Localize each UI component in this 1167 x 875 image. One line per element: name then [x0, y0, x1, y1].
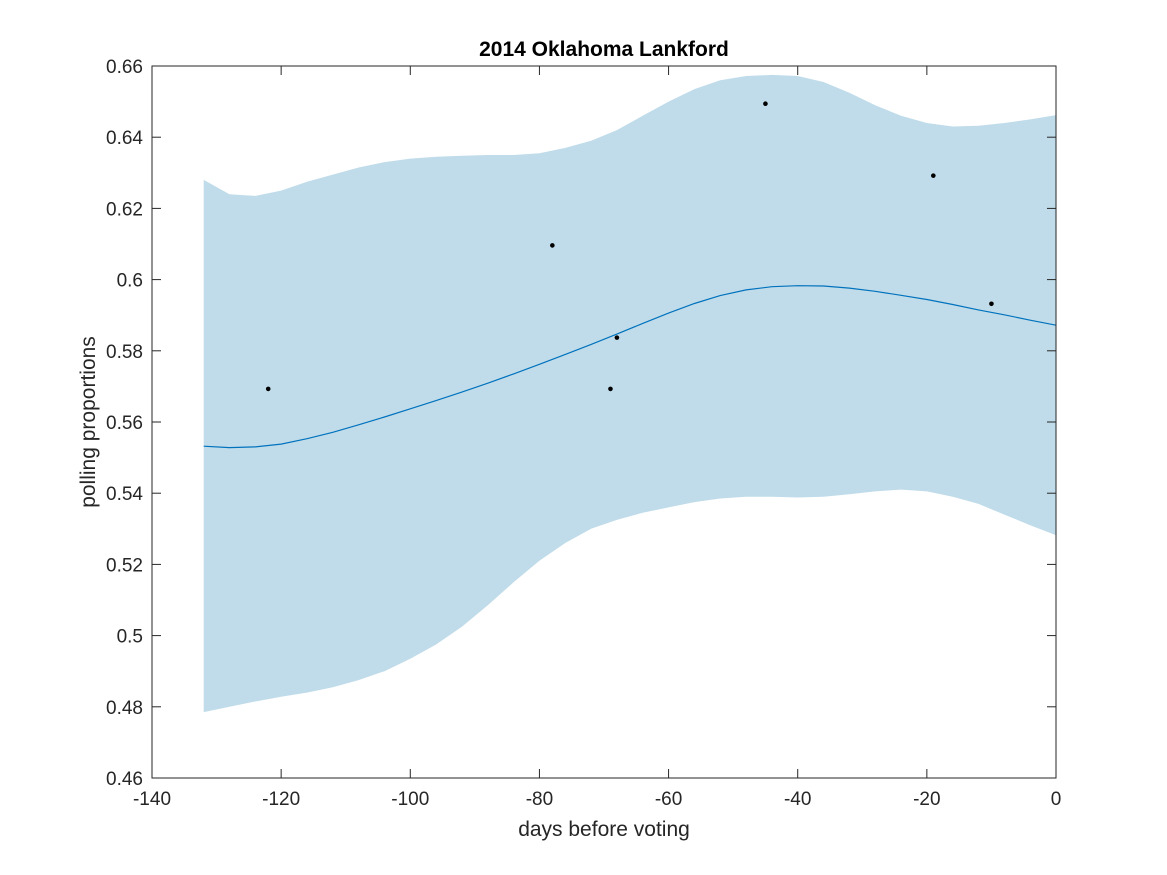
fit-line: [203, 285, 1057, 449]
x-tick-label: -20: [913, 789, 940, 810]
x-tick-label: -100: [391, 789, 429, 810]
x-tick-label: -140: [133, 789, 171, 810]
data-point: [608, 386, 613, 392]
y-tick-label: 0.54: [106, 484, 143, 505]
x-tick-label: -120: [262, 789, 300, 810]
y-tick-label: 0.64: [106, 128, 143, 149]
x-tick-label: 0: [1051, 789, 1062, 810]
data-point: [989, 301, 994, 307]
x-tick-label: -60: [655, 789, 682, 810]
y-tick-label: 0.52: [106, 555, 143, 576]
confidence-band: [203, 74, 1056, 713]
y-tick-label: 0.62: [106, 199, 143, 220]
x-axis-label: days before voting: [518, 818, 690, 841]
data-point: [265, 386, 271, 392]
data-point: [550, 243, 555, 248]
data-point: [931, 173, 936, 178]
y-tick-label: 0.66: [106, 57, 143, 78]
y-tick-label: 0.6: [117, 271, 143, 292]
data-point: [763, 101, 768, 107]
y-tick-label: 0.56: [106, 413, 143, 434]
y-tick-labels: 0.46 0.48 0.5 0.52 0.54 0.56 0.58 0.6 0.62 0.64 0.…: [106, 57, 143, 790]
plot-layer: [151, 65, 1057, 779]
y-tick-label: 0.48: [106, 698, 143, 719]
y-axis-label: polling proportions: [77, 336, 100, 508]
y-tick-label: 0.46: [106, 769, 143, 790]
y-tick-label: 0.58: [106, 342, 143, 363]
x-tick-label: -40: [784, 789, 811, 810]
y-tick-label: 0.5: [117, 627, 143, 648]
chart-title: 2014 Oklahoma Lankford: [479, 38, 729, 61]
x-tick-labels: -140 -120 -100 -80 -60 -40 -20 0: [133, 789, 1061, 810]
data-point: [614, 335, 620, 340]
x-tick-label: -80: [526, 789, 553, 810]
